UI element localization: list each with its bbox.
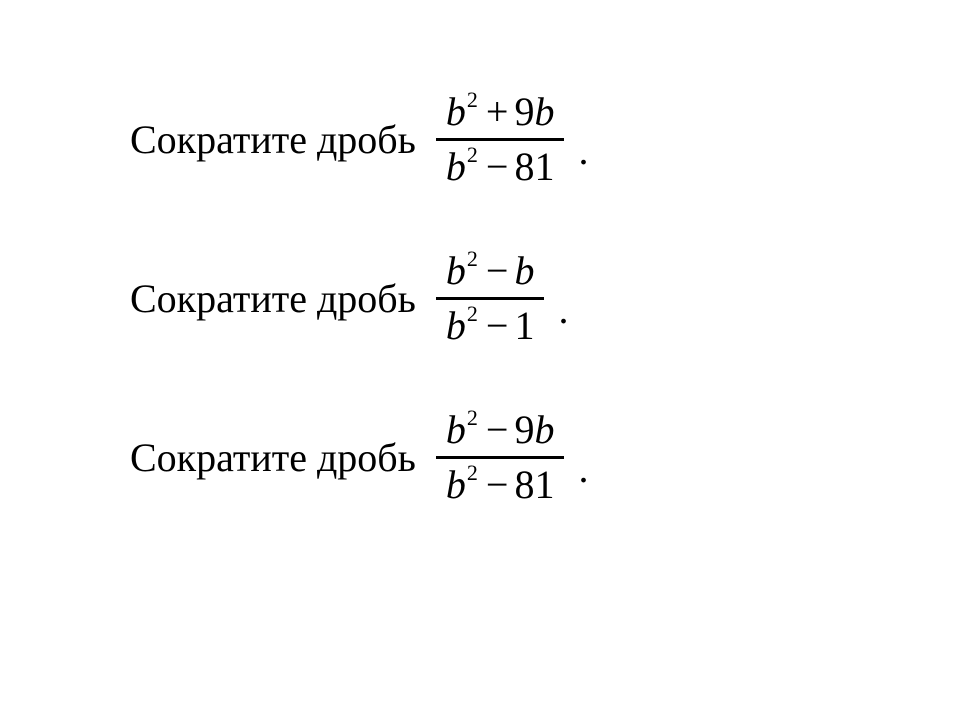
variable: b [514,248,534,293]
page: Сократите дробь b2+9b b2−81 . Сократите … [0,0,960,507]
operator: − [486,144,509,189]
variable: b [534,407,554,452]
constant: 81 [514,144,554,189]
exponent: 2 [467,87,478,112]
denominator: b2−81 [436,463,565,507]
exponent: 2 [467,246,478,271]
constant: 1 [514,303,534,348]
fraction-bar [436,297,545,300]
problem-prompt: Сократите дробь [130,279,416,319]
fraction-bar [436,138,565,141]
fraction: b2+9b b2−81 [436,90,565,189]
operator: + [486,89,509,134]
variable: b [446,303,466,348]
operator: − [486,303,509,348]
constant: 81 [514,462,554,507]
operator: − [486,248,509,293]
operator: − [486,407,509,452]
variable: b [446,462,466,507]
variable: b [446,407,466,452]
coefficient: 9 [514,89,534,134]
exponent: 2 [467,460,478,485]
numerator: b2−9b [436,408,565,452]
problem-prompt: Сократите дробь [130,438,416,478]
variable: b [446,248,466,293]
period: . [558,290,568,348]
period: . [578,449,588,507]
fraction: b2−9b b2−81 [436,408,565,507]
exponent: 2 [467,301,478,326]
period: . [578,131,588,189]
variable: b [446,89,466,134]
exponent: 2 [467,142,478,167]
fraction-bar [436,456,565,459]
denominator: b2−1 [436,304,545,348]
problem-2: Сократите дробь b2−b b2−1 . [130,249,960,348]
problem-3: Сократите дробь b2−9b b2−81 . [130,408,960,507]
denominator: b2−81 [436,145,565,189]
coefficient: 9 [514,407,534,452]
numerator: b2+9b [436,90,565,134]
problem-1: Сократите дробь b2+9b b2−81 . [130,90,960,189]
variable: b [446,144,466,189]
exponent: 2 [467,405,478,430]
variable: b [534,89,554,134]
numerator: b2−b [436,249,545,293]
fraction: b2−b b2−1 [436,249,545,348]
operator: − [486,462,509,507]
problem-prompt: Сократите дробь [130,120,416,160]
